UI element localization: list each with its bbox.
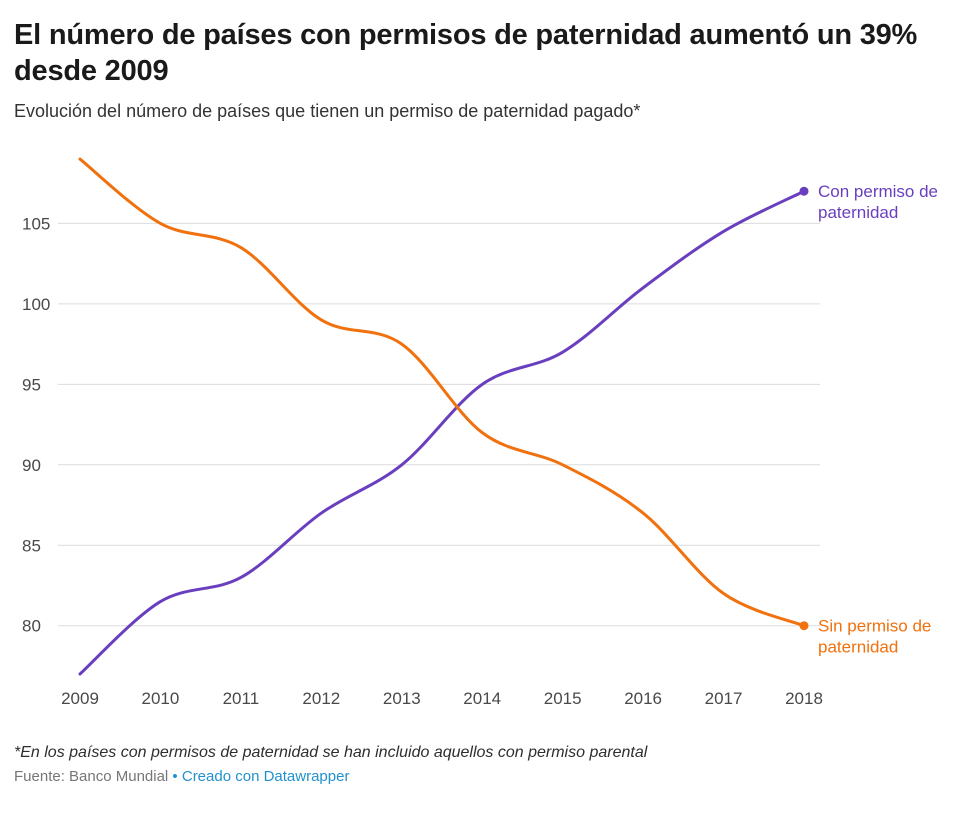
chart-title: El número de países con permisos de pate…	[14, 19, 918, 87]
x-tick-label: 2011	[223, 689, 260, 708]
y-tick-label: 95	[22, 376, 41, 395]
series-line-orange	[78, 157, 806, 628]
source-separator: •	[168, 768, 182, 786]
series-label: Con permiso de	[818, 183, 938, 202]
line-chart: 80 85 90 95 100 105 2009 2010 2011 2012 2013 2014 20…	[14, 139, 962, 724]
series-line-purple	[78, 190, 806, 676]
x-tick-label: 2018	[785, 689, 823, 708]
x-tick-label: 2013	[383, 689, 421, 708]
y-tick-label: 80	[22, 617, 41, 636]
x-tick-label: 2010	[142, 689, 180, 708]
x-tick-label: 2016	[624, 689, 662, 708]
x-tick-label: 2014	[463, 689, 501, 708]
series-end-dot	[799, 187, 809, 197]
chart-svg: 80 85 90 95 100 105 2009 2010 2011 2012 2013 2014 20…	[22, 157, 938, 708]
y-tick-label: 85	[22, 537, 41, 556]
chart-subtitle: Evolución del número de países que tiene…	[14, 100, 641, 121]
source-line: Fuente: Banco Mundial • Creado con Dataw…	[14, 768, 962, 785]
chart-footnote: *En los países con permisos de paternida…	[14, 744, 648, 762]
x-tick-label: 2012	[302, 689, 340, 708]
x-tick-label: 2009	[61, 689, 99, 708]
y-tick-label: 90	[22, 456, 41, 475]
x-tick-label: 2015	[544, 689, 582, 708]
y-tick-label: 100	[22, 295, 50, 314]
y-tick-label: 105	[22, 215, 50, 234]
datawrapper-link[interactable]: Creado con Datawrapper	[181, 768, 350, 786]
series-label: paternidad	[818, 638, 898, 657]
series-end-dot	[799, 621, 809, 631]
source-text: Fuente: Banco Mundial	[14, 768, 169, 786]
x-tick-label: 2017	[705, 689, 743, 708]
series-label: paternidad	[818, 204, 898, 223]
series-label: Sin permiso de	[818, 617, 931, 636]
